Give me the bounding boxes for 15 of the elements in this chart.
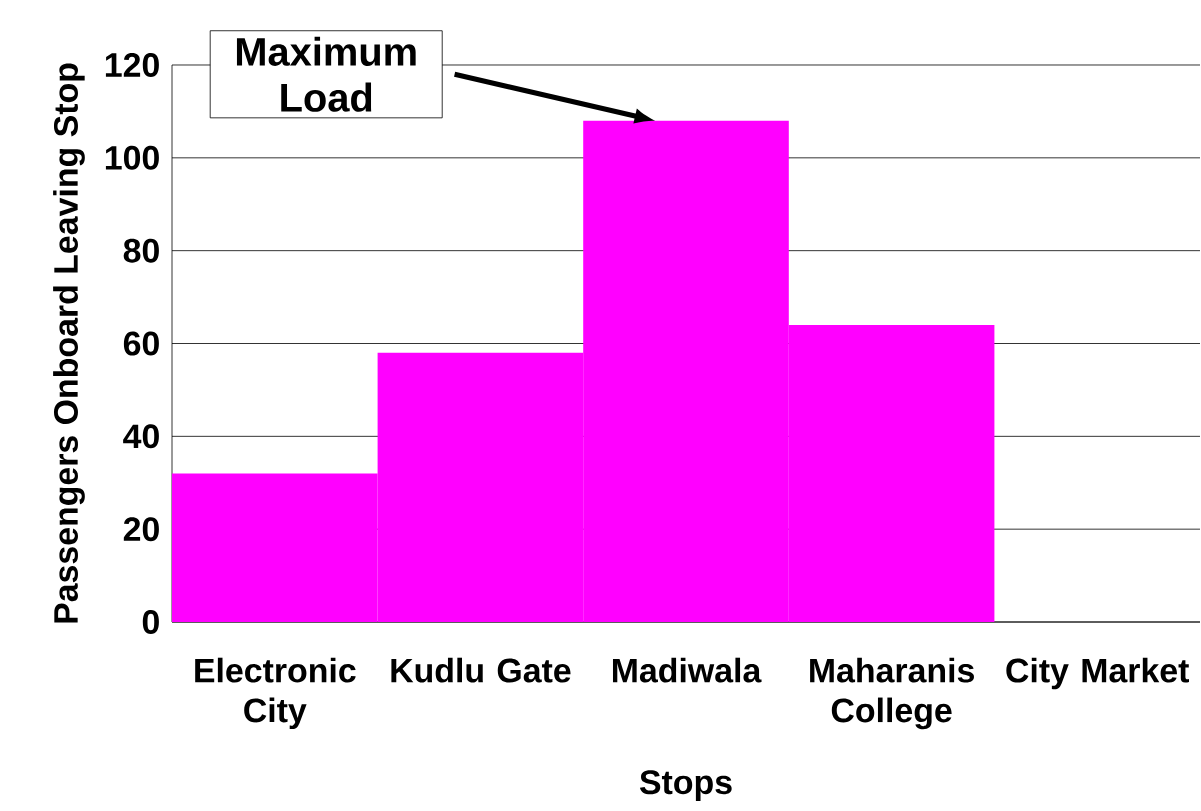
x-tick-label: Madiwala bbox=[612, 657, 762, 683]
x-tick-label: Kudlu Gate bbox=[391, 657, 571, 683]
x-tick-label: Electronic City bbox=[195, 657, 356, 730]
x-tick-label: City Market bbox=[1006, 657, 1189, 690]
x-axis-title: Stops bbox=[639, 770, 732, 801]
y-tick-label: 120 bbox=[105, 53, 159, 77]
y-axis-title: Passengers Onboard Leaving Stop bbox=[53, 63, 85, 623]
y-tick-label: 20 bbox=[123, 517, 159, 542]
x-tick-label: Maharanis College bbox=[810, 657, 974, 730]
y-tick-label: 0 bbox=[142, 610, 159, 634]
annotation: Maximum Load bbox=[236, 36, 416, 112]
y-tick-label: 100 bbox=[105, 145, 159, 170]
y-tick-label: 60 bbox=[123, 331, 159, 356]
y-tick-label: 80 bbox=[123, 238, 159, 263]
y-tick-label: 40 bbox=[123, 424, 159, 449]
